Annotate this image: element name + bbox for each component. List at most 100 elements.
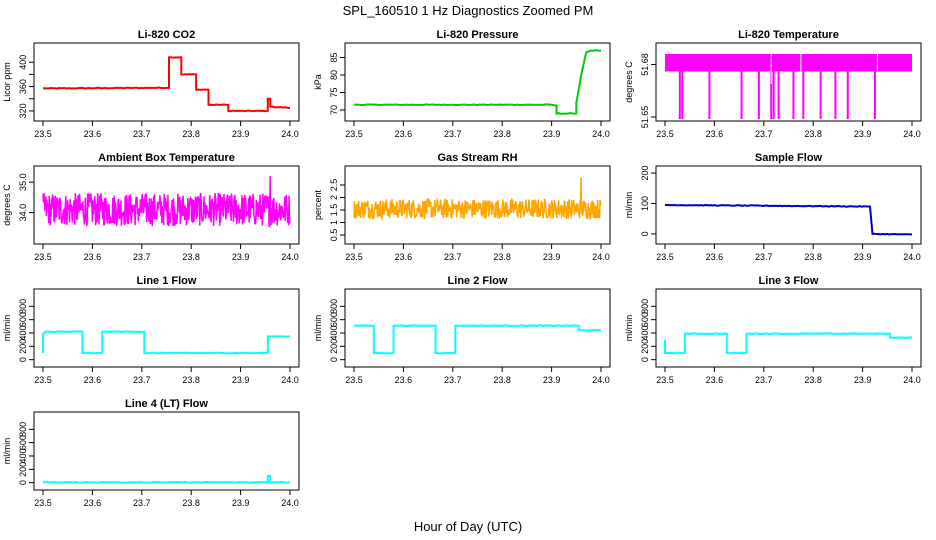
- y-tick-label: 400: [18, 55, 28, 70]
- y-tick-label: 85: [329, 52, 339, 62]
- panel-title: Line 2 Flow: [448, 275, 508, 287]
- x-tick-label: 23.9: [232, 498, 250, 508]
- x-tick-label: 23.5: [34, 129, 52, 139]
- y-axis-label: Licor ppm: [2, 62, 12, 102]
- panel-title: Line 1 Flow: [137, 275, 197, 287]
- y-tick-label: 600: [18, 435, 28, 450]
- y-tick-label: 400: [18, 448, 28, 463]
- y-tick-label: 0: [329, 357, 339, 362]
- y-tick-label: 400: [18, 325, 28, 340]
- x-tick-label: 23.9: [232, 129, 250, 139]
- data-layer: [665, 203, 913, 236]
- y-tick-label: 200: [18, 339, 28, 354]
- chart-panel: Gas Stream RH percent 23.5 23.6 23.7 23.8 23.9…: [313, 152, 611, 262]
- y-tick-label: 800: [640, 299, 650, 314]
- data-series-line: [42, 176, 291, 228]
- x-tick-label: 23.5: [656, 129, 674, 139]
- y-tick-label: 70: [329, 105, 339, 115]
- x-tick-label: 23.7: [444, 129, 462, 139]
- data-layer: [664, 332, 913, 355]
- y-tick-label: 200: [640, 166, 650, 181]
- y-tick-label: 2.5: [329, 179, 339, 192]
- x-tick-label: 24.0: [281, 252, 299, 262]
- x-tick-label: 23.9: [543, 129, 561, 139]
- x-tick-label: 23.8: [493, 252, 511, 262]
- chart-panel: Li-820 Temperature degrees C 23.5 23.6 23.7 2…: [624, 29, 922, 139]
- x-tick-label: 23.6: [395, 252, 413, 262]
- y-axis-label: degrees C: [2, 184, 12, 226]
- x-tick-label: 23.5: [34, 252, 52, 262]
- x-tick-label: 23.7: [755, 252, 773, 262]
- x-tick-label: 23.7: [133, 498, 151, 508]
- data-series-line: [353, 177, 602, 221]
- panel-title: Sample Flow: [755, 152, 823, 164]
- x-tick-label: 23.8: [182, 252, 200, 262]
- x-tick-label: 23.6: [395, 129, 413, 139]
- x-tick-label: 24.0: [903, 252, 921, 262]
- x-tick-label: 23.6: [706, 375, 724, 385]
- panel-title: Ambient Box Temperature: [98, 152, 235, 164]
- x-tick-label: 24.0: [903, 129, 921, 139]
- x-tick-label: 23.7: [133, 129, 151, 139]
- data-band: [665, 54, 912, 72]
- y-tick-label: 400: [329, 325, 339, 340]
- plot-frame: [33, 288, 300, 368]
- x-tick-label: 23.6: [706, 252, 724, 262]
- chart-panel: Line 4 (LT) Flow ml/min 23.5 23.6 23.7 23.8 23…: [2, 398, 300, 508]
- plot-frame: [655, 165, 922, 245]
- y-tick-label: 0: [640, 231, 650, 236]
- panel-title: Line 3 Flow: [759, 275, 819, 287]
- x-tick-label: 23.9: [854, 252, 872, 262]
- panel-title: Line 4 (LT) Flow: [125, 398, 208, 410]
- y-axis-label: ml/min: [2, 315, 12, 342]
- x-tick-label: 23.8: [804, 375, 822, 385]
- figure-xlabel: Hour of Day (UTC): [414, 519, 522, 534]
- x-tick-label: 23.9: [232, 252, 250, 262]
- chart-panel: Ambient Box Temperature degrees C 23.5 23.6…: [2, 152, 300, 262]
- y-tick-label: 0: [18, 480, 28, 485]
- y-tick-label: 200: [18, 462, 28, 477]
- x-tick-label: 24.0: [592, 129, 610, 139]
- x-tick-label: 23.6: [395, 375, 413, 385]
- chart-panel: Line 2 Flow ml/min 23.5 23.6 23.7 23.8 23.9 24.…: [313, 275, 611, 385]
- x-tick-label: 23.8: [182, 498, 200, 508]
- x-tick-label: 23.9: [854, 129, 872, 139]
- y-tick-label: 400: [640, 325, 650, 340]
- x-tick-label: 23.7: [444, 252, 462, 262]
- x-tick-label: 23.5: [34, 498, 52, 508]
- x-tick-label: 23.9: [232, 375, 250, 385]
- x-tick-label: 23.7: [755, 129, 773, 139]
- x-tick-label: 23.7: [755, 375, 773, 385]
- y-tick-label: 51.65: [640, 106, 650, 129]
- x-tick-label: 23.6: [84, 375, 102, 385]
- y-axis-label: ml/min: [2, 438, 12, 465]
- plot-frame: [33, 411, 300, 491]
- y-tick-label: 800: [329, 299, 339, 314]
- data-series-line: [353, 324, 602, 355]
- x-tick-label: 23.6: [706, 129, 724, 139]
- x-tick-label: 23.5: [34, 375, 52, 385]
- y-axis-label: kPa: [313, 74, 323, 90]
- x-tick-label: 23.8: [182, 129, 200, 139]
- x-tick-label: 23.8: [804, 252, 822, 262]
- y-tick-label: 0: [640, 357, 650, 362]
- y-tick-label: 1.5: [329, 204, 339, 217]
- data-layer: [42, 176, 291, 228]
- data-layer: [665, 54, 912, 119]
- x-tick-label: 24.0: [281, 498, 299, 508]
- data-layer: [43, 475, 291, 484]
- x-tick-label: 24.0: [903, 375, 921, 385]
- chart-panel: Sample Flow ml/min 23.5 23.6 23.7 23.8 23.9 24.…: [624, 152, 922, 262]
- x-tick-label: 24.0: [592, 375, 610, 385]
- plot-frame: [655, 288, 922, 368]
- panel-title: Li-820 CO2: [138, 29, 195, 41]
- chart-panel: Li-820 Pressure kPa 23.5 23.6 23.7 23.8 23.9 24…: [313, 29, 611, 139]
- x-tick-label: 23.5: [345, 129, 363, 139]
- y-tick-label: 0: [18, 357, 28, 362]
- y-tick-label: 360: [18, 79, 28, 94]
- plot-frame: [344, 42, 611, 122]
- data-layer: [42, 330, 291, 355]
- data-series-line: [353, 49, 602, 115]
- x-tick-label: 23.6: [84, 129, 102, 139]
